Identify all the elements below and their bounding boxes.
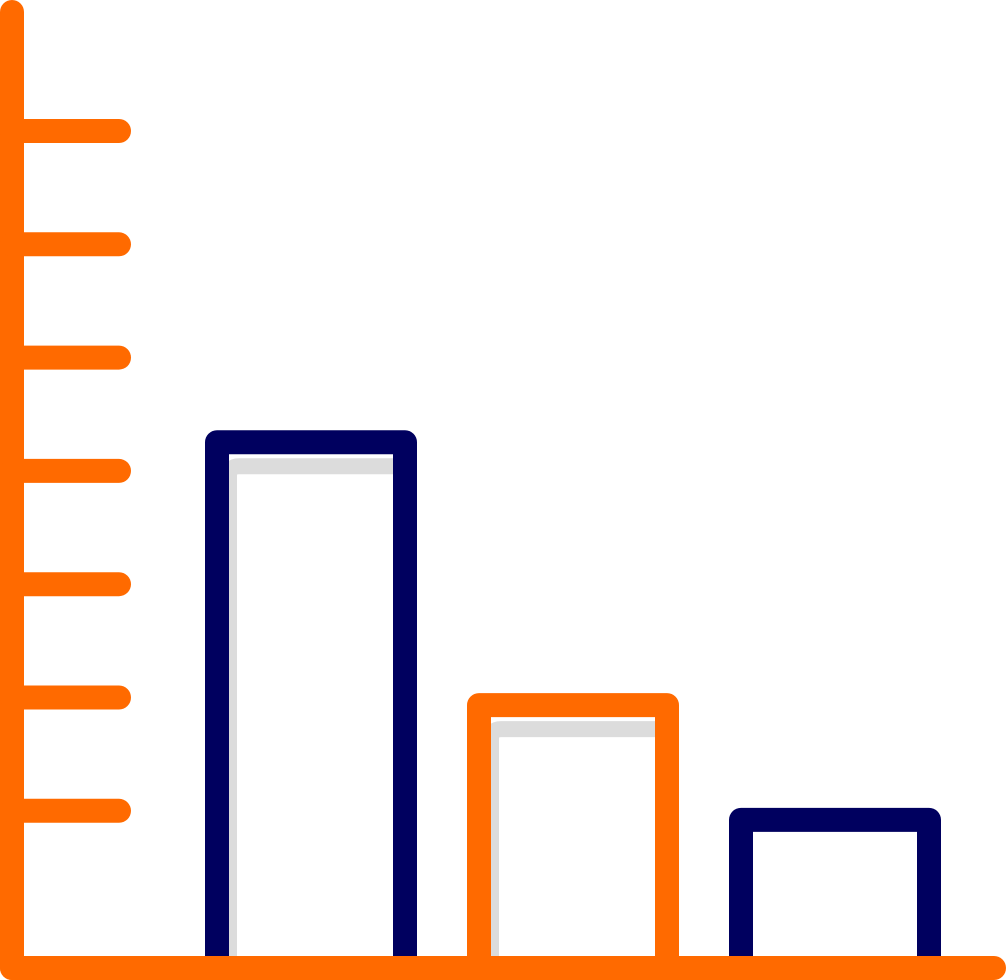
bar-1 [205, 430, 417, 980]
bar-3 [729, 807, 941, 980]
bar-2-outline [467, 693, 679, 980]
bar-1-shadow [221, 458, 393, 968]
bar-1-outline [205, 430, 417, 980]
bar-3-outline [729, 807, 941, 980]
bar-2 [467, 693, 679, 980]
bars-group [205, 430, 941, 980]
bar-2-shadow [483, 721, 655, 968]
